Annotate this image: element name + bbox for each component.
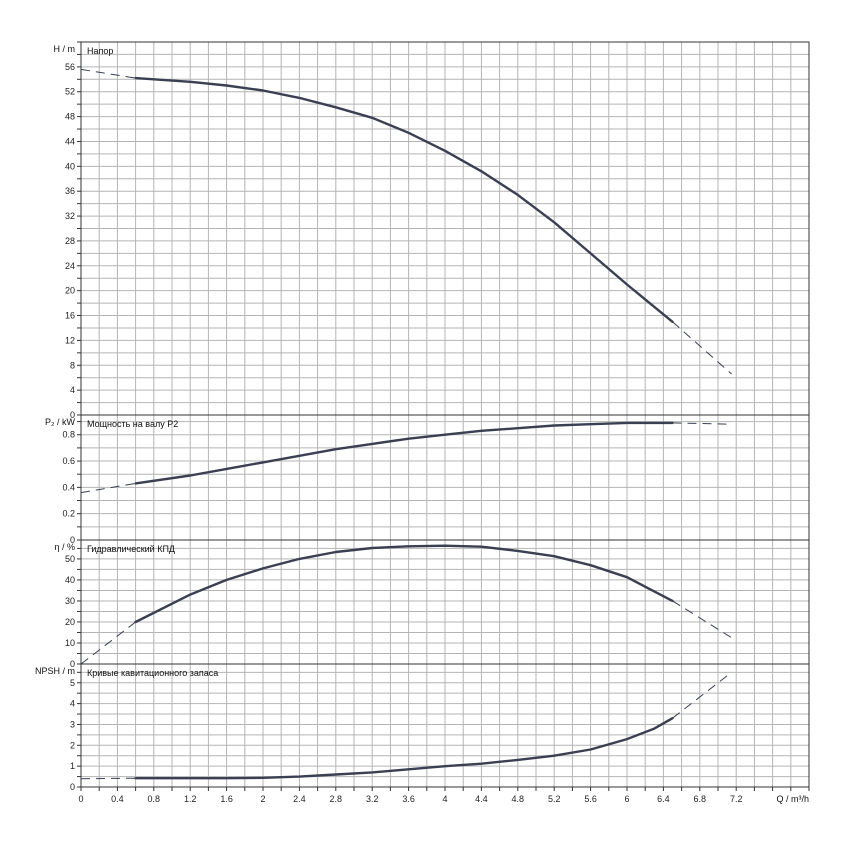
x-axis-label: Q / m³/h <box>776 794 809 804</box>
series-line-dashed <box>672 422 732 425</box>
series-line-dashed <box>80 621 136 665</box>
series-line-dashed <box>672 321 732 375</box>
series-line-dashed <box>80 777 136 780</box>
panel-title: Мощность на валу P2 <box>87 419 178 429</box>
y-tick-label: 40 <box>65 161 75 171</box>
y-axis-label: P₂ / kW <box>45 417 75 427</box>
y-tick-label: 50 <box>65 554 75 564</box>
y-tick-label: 0.6 <box>62 456 75 466</box>
x-tick-label: 0.8 <box>148 794 161 804</box>
panel-title: Гидравлический КПД <box>87 544 175 554</box>
x-tick-label: 1.6 <box>220 794 233 804</box>
y-tick-label: 5 <box>70 678 75 688</box>
x-tick-label: 7.2 <box>730 794 743 804</box>
series-line-dashed <box>672 600 732 639</box>
y-tick-label: 30 <box>65 596 75 606</box>
y-tick-label: 2 <box>70 740 75 750</box>
y-tick-label: 3 <box>70 719 75 729</box>
y-tick-label: 4 <box>70 385 75 395</box>
y-tick-label: 56 <box>65 62 75 72</box>
y-tick-label: 32 <box>65 211 75 221</box>
y-tick-label: 0.8 <box>62 430 75 440</box>
y-tick-label: 10 <box>65 638 75 648</box>
series-line-dashed <box>80 68 136 79</box>
y-axis-label: H / m <box>54 44 76 54</box>
x-tick-label: 2.8 <box>330 794 343 804</box>
y-tick-label: 4 <box>70 699 75 709</box>
series-line-dashed <box>80 482 136 494</box>
x-tick-label: 6.8 <box>694 794 707 804</box>
x-tick-label: 3.2 <box>366 794 379 804</box>
x-tick-label: 4 <box>442 794 447 804</box>
y-tick-label: 24 <box>65 261 75 271</box>
y-tick-label: 44 <box>65 136 75 146</box>
y-tick-label: 36 <box>65 186 75 196</box>
panel-title: Напор <box>87 46 113 56</box>
y-tick-label: 8 <box>70 360 75 370</box>
x-tick-label: 2.4 <box>293 794 306 804</box>
x-tick-label: 2 <box>260 794 265 804</box>
y-tick-label: 20 <box>65 617 75 627</box>
y-tick-label: 52 <box>65 87 75 97</box>
y-tick-label: 48 <box>65 112 75 122</box>
y-axis-label: η / % <box>54 542 75 552</box>
series-line <box>134 76 674 323</box>
series-line-dashed <box>672 671 732 719</box>
y-axis-label: NPSH / m <box>35 666 75 676</box>
x-tick-label: 5.2 <box>548 794 561 804</box>
y-tick-label: 28 <box>65 236 75 246</box>
y-tick-label: 0.4 <box>62 482 75 492</box>
x-tick-label: 5.6 <box>584 794 597 804</box>
y-tick-label: 0 <box>70 659 75 669</box>
y-tick-label: 40 <box>65 575 75 585</box>
y-tick-label: 0 <box>70 782 75 792</box>
x-tick-label: 4.8 <box>512 794 525 804</box>
x-tick-label: 1.2 <box>184 794 197 804</box>
y-tick-label: 12 <box>65 335 75 345</box>
y-tick-label: 0.2 <box>62 509 75 519</box>
x-tick-label: 4.4 <box>475 794 488 804</box>
x-tick-label: 6.4 <box>657 794 670 804</box>
y-tick-label: 1 <box>70 761 75 771</box>
series-line <box>134 544 674 624</box>
series-line <box>134 717 674 780</box>
x-tick-label: 0 <box>78 794 83 804</box>
y-tick-label: 16 <box>65 311 75 321</box>
x-tick-label: 3.6 <box>402 794 415 804</box>
x-tick-label: 6 <box>624 794 629 804</box>
panel-title: Кривые кавитационного запаса <box>87 668 218 678</box>
series-line <box>134 421 674 485</box>
x-tick-label: 0.4 <box>111 794 124 804</box>
y-tick-label: 0 <box>70 410 75 420</box>
y-tick-label: 20 <box>65 286 75 296</box>
y-tick-label: 0 <box>70 535 75 545</box>
